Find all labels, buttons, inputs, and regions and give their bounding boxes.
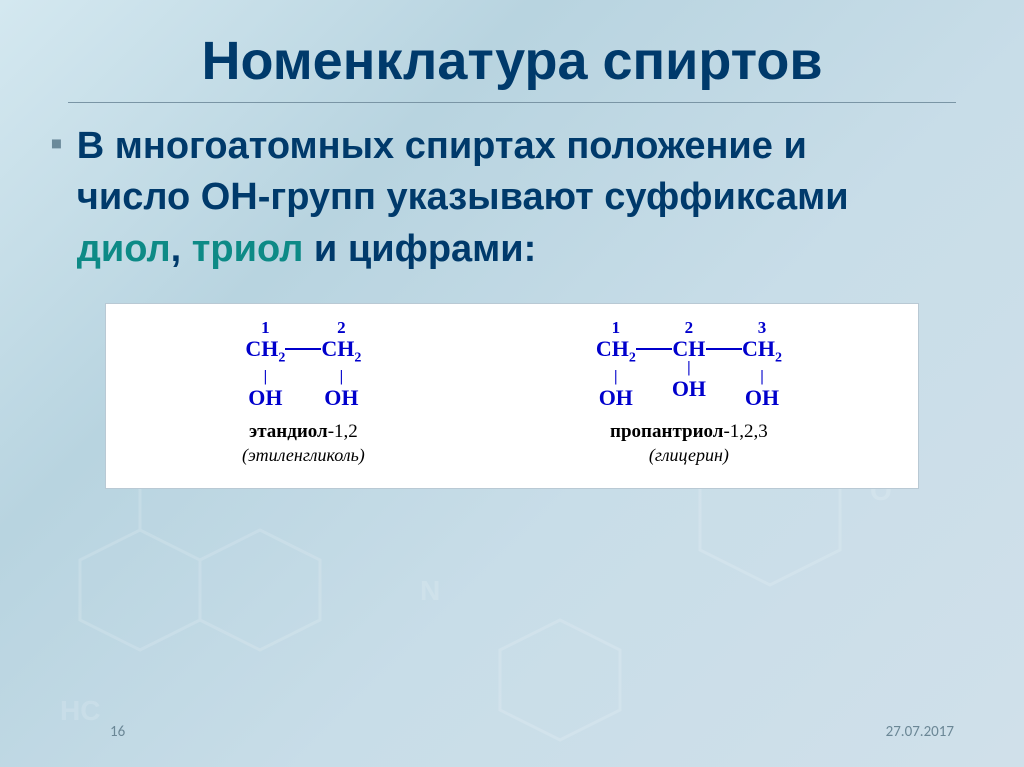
trivial-name: (этиленгликоль) (242, 445, 365, 466)
locant: 3 (758, 318, 767, 338)
chemistry-box: 1CH2|OH2CH2|OHэтандиол-1,2(этиленгликоль… (105, 303, 918, 489)
locant: 1 (261, 318, 270, 338)
footer-date: 27.07.2017 (886, 723, 954, 741)
atom-label: CH2 (596, 338, 636, 369)
bond-vertical: | (340, 371, 344, 383)
atom-label: CH2 (245, 338, 285, 369)
trivial-name: (глицерин) (596, 445, 782, 466)
title-divider (68, 102, 955, 103)
carbon-unit: 3CH2 | OH (742, 318, 782, 411)
locant: 2 (685, 318, 694, 338)
bond-horizontal (285, 318, 321, 350)
body-text: В многоатомных спиртах положение и число… (77, 121, 849, 275)
molecule: 1CH2|OH2CH|OH3CH2|OHпропантриол-1,2,3(гл… (596, 318, 782, 466)
slide: Номенклатура спиртов ▪ В многоатомных сп… (0, 0, 1024, 767)
slide-title: Номенклатура спиртов (40, 30, 984, 92)
bond-vertical: | (614, 371, 618, 383)
locant: 1 (612, 318, 621, 338)
oh-group: OH (324, 385, 358, 411)
molecule-chain: 1CH2|OH2CH|OH3CH2|OH (596, 318, 782, 411)
atom-label: CH2 (742, 338, 782, 369)
carbon-unit: 1CH2 | OH (596, 318, 636, 411)
bullet-icon: ▪ (50, 121, 63, 164)
page-number: 16 (110, 723, 125, 741)
molecule-chain: 1CH2|OH2CH2|OH (242, 318, 365, 411)
bond-horizontal (636, 318, 672, 350)
iupac-name: этандиол-1,2 (242, 421, 365, 443)
bond-vertical: | (760, 371, 764, 383)
atom-label: CH (672, 338, 705, 360)
oh-group: OH (599, 385, 633, 411)
highlight-triol: триол (192, 228, 304, 270)
molecule: 1CH2|OH2CH2|OHэтандиол-1,2(этиленгликоль… (242, 318, 365, 466)
oh-group: OH (248, 385, 282, 411)
body-content: ▪ В многоатомных спиртах положение и чис… (40, 121, 984, 489)
atom-label: CH2 (321, 338, 361, 369)
text-line2: число ОН-групп указывают суффиксами (77, 176, 849, 218)
bond-horizontal (706, 318, 742, 350)
highlight-diol: диол (77, 228, 171, 270)
carbon-unit: 2CH | OH (672, 318, 706, 402)
carbon-unit: 1CH2 | OH (245, 318, 285, 411)
carbon-unit: 2CH2 | OH (321, 318, 361, 411)
bond-vertical: | (264, 371, 268, 383)
locant: 2 (337, 318, 346, 338)
bond-vertical: | (687, 362, 691, 374)
oh-group: OH (672, 376, 706, 402)
text-line1: В многоатомных спиртах положение и (77, 125, 807, 167)
iupac-name: пропантриол-1,2,3 (596, 421, 782, 443)
footer: 16 27.07.2017 (0, 723, 1024, 741)
oh-group: OH (745, 385, 779, 411)
